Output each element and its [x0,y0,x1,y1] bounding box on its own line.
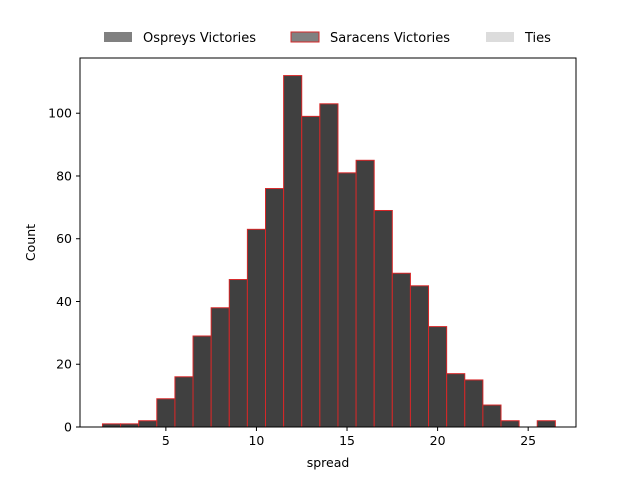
x-tick-label: 15 [339,433,355,448]
y-tick-label: 40 [56,294,72,309]
legend: Ospreys Victories Saracens Victories Ties [104,31,551,46]
histogram-bar [409,285,430,428]
y-tick-label: 60 [56,231,72,246]
legend-swatch [486,32,514,42]
x-tick-label: 25 [520,433,536,448]
y-tick-label: 80 [56,168,72,183]
histogram-bar [301,115,321,428]
histogram-bar [446,373,466,428]
legend-label: Ties [524,31,551,46]
histogram-bar [156,398,176,428]
x-tick-label: 20 [430,433,446,448]
histogram-bar [355,159,375,428]
histogram-bar [482,404,502,428]
y-axis-ticks: 0 20 40 60 80 100 [48,106,80,435]
x-tick-label: 5 [162,433,170,448]
histogram-bar [500,420,520,428]
histogram-bar [210,307,230,428]
legend-swatch [290,31,320,43]
y-tick-label: 20 [56,357,72,372]
histogram-bar [337,172,357,428]
histogram-bar [391,272,411,428]
legend-swatch [104,32,132,42]
histogram-bar [192,335,212,428]
histogram-bar [536,420,556,428]
histogram-bar [319,103,339,428]
histogram-bar [464,379,484,428]
legend-label: Ospreys Victories [143,31,256,46]
histogram-bar [246,228,267,428]
histogram-bar [174,376,194,428]
histogram-bar [138,420,158,428]
histogram-bar [428,326,448,428]
x-axis-label: spread [307,455,350,470]
histogram-bar [265,188,285,428]
x-axis-ticks: 5 10 15 20 25 [162,427,536,448]
legend-label: Saracens Victories [330,31,450,46]
x-tick-label: 10 [248,433,264,448]
y-tick-label: 100 [48,106,72,121]
y-axis-label: Count [23,224,38,261]
histogram-bar [228,279,248,428]
histogram-bar [283,75,303,428]
histogram-bar [373,209,393,428]
y-tick-label: 0 [64,420,72,435]
plot-frame [79,57,577,428]
